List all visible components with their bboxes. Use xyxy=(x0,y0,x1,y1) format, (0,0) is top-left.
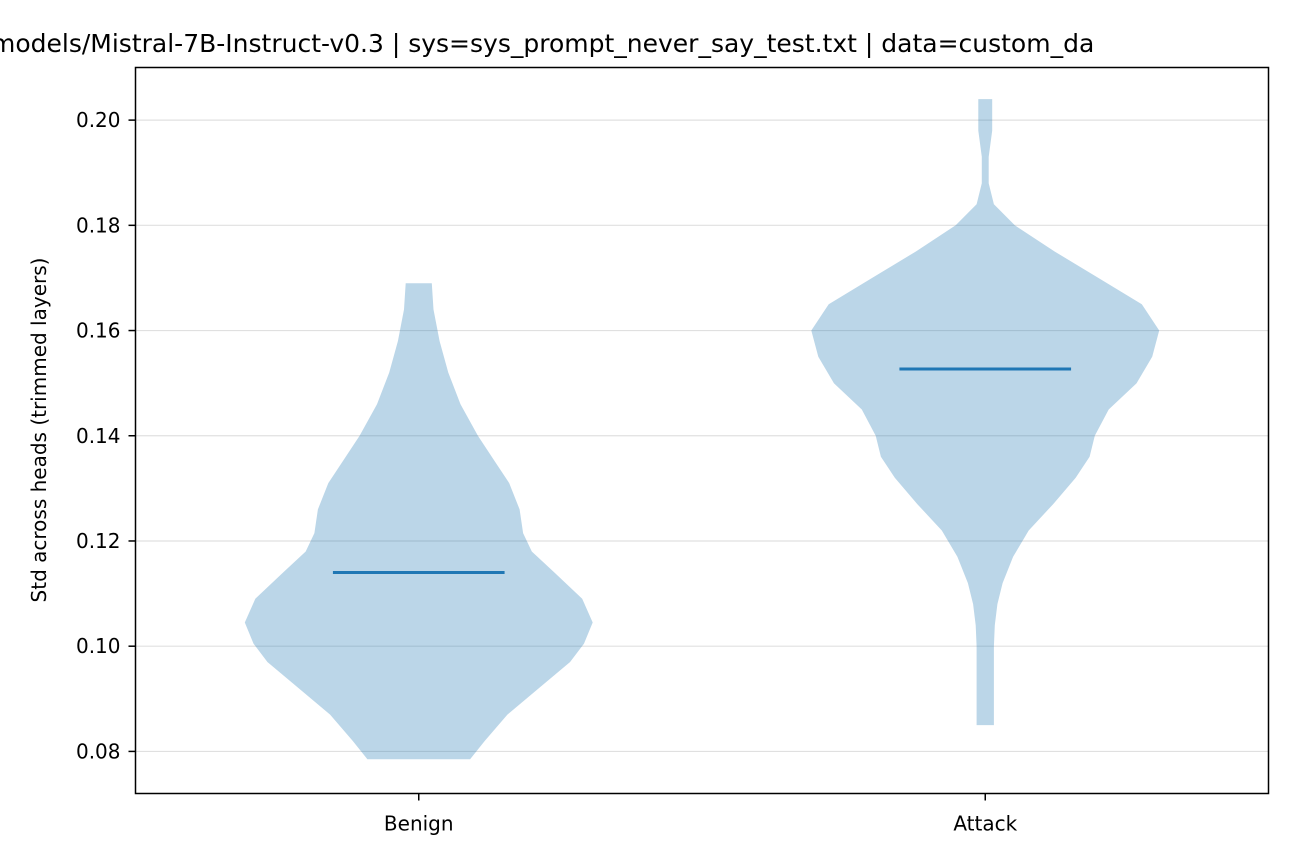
y-tick-label: 0.14 xyxy=(76,424,121,448)
grid-lines xyxy=(135,119,1269,753)
y-axis-label: Std across heads (trimmed layers) xyxy=(27,258,51,603)
violin-benign xyxy=(244,283,593,760)
y-tick-label: 0.18 xyxy=(76,213,121,237)
violins xyxy=(244,99,1160,760)
chart-title: models/Mistral-7B-Instruct-v0.3 | sys=sy… xyxy=(0,29,1094,58)
plot-frame xyxy=(134,66,1270,795)
y-tick-label: 0.12 xyxy=(76,529,121,553)
y-tick-label: 0.20 xyxy=(76,108,121,132)
y-tick-label: 0.10 xyxy=(76,634,121,658)
y-tick-label: 0.08 xyxy=(76,739,121,763)
x-tick-label: Attack xyxy=(953,812,1017,836)
y-tick-label: 0.16 xyxy=(76,319,121,343)
y-axis-ticks: 0.08 0.10 0.12 0.14 0.16 0.18 0.20 xyxy=(76,108,136,763)
x-axis-ticks: Benign Attack xyxy=(384,793,1018,836)
violin-attack xyxy=(811,99,1160,726)
x-tick-label: Benign xyxy=(384,812,454,836)
median-lines xyxy=(332,367,1072,575)
